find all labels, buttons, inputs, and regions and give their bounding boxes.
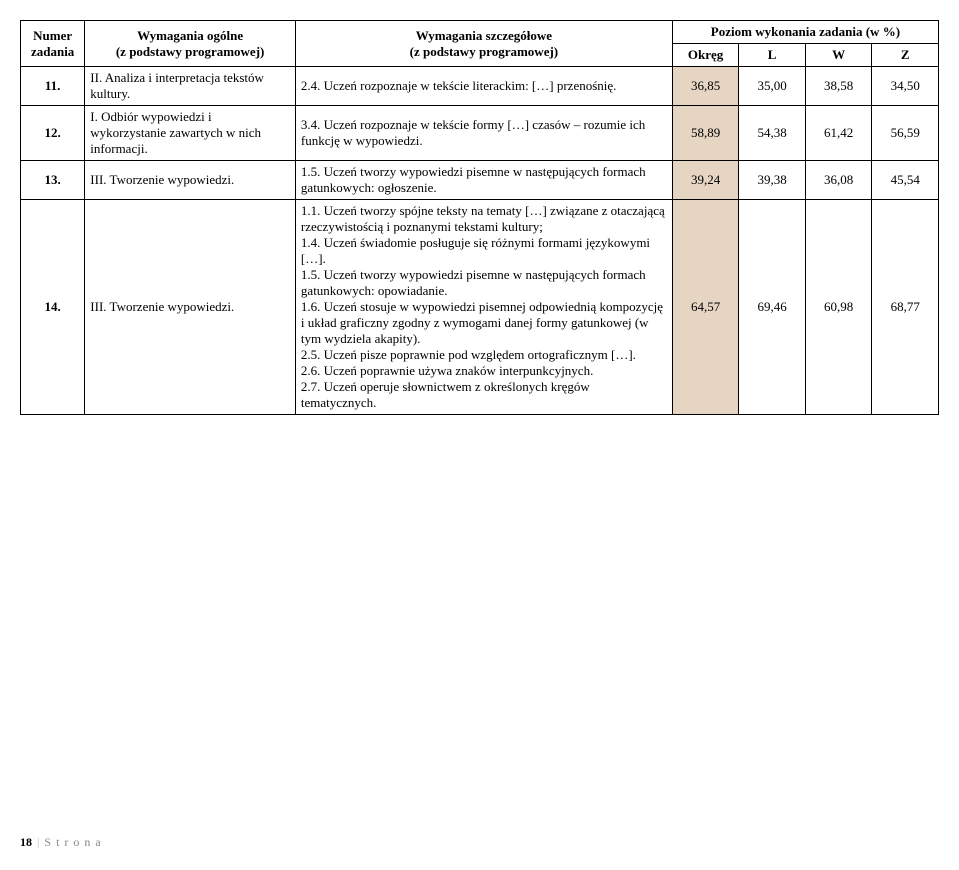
subheader-l: L xyxy=(739,44,806,67)
cell-det: 1.1. Uczeń tworzy spójne teksty na temat… xyxy=(295,200,672,415)
cell-l: 69,46 xyxy=(739,200,806,415)
header-poziom: Poziom wykonania zadania (w %) xyxy=(672,21,938,44)
cell-okreg: 64,57 xyxy=(672,200,739,415)
cell-num: 14. xyxy=(21,200,85,415)
header-ogolne: Wymagania ogólne (z podstawy programowej… xyxy=(85,21,296,67)
cell-z: 68,77 xyxy=(872,200,939,415)
header-ogolne-l2: (z podstawy programowej) xyxy=(116,44,265,59)
cell-det: 2.4. Uczeń rozpoznaje w tekście literack… xyxy=(295,67,672,106)
subheader-z: Z xyxy=(872,44,939,67)
cell-l: 39,38 xyxy=(739,161,806,200)
header-szczeg: Wymagania szczegółowe (z podstawy progra… xyxy=(295,21,672,67)
page-footer: 18 | S t r o n a xyxy=(20,835,939,850)
table-row: 13. III. Tworzenie wypowiedzi. 1.5. Ucze… xyxy=(21,161,939,200)
cell-gen: II. Analiza i interpretacja tekstów kult… xyxy=(85,67,296,106)
cell-z: 56,59 xyxy=(872,106,939,161)
cell-okreg: 36,85 xyxy=(672,67,739,106)
cell-w: 36,08 xyxy=(805,161,872,200)
det-line: 2.6. Uczeń poprawnie używa znaków interp… xyxy=(301,363,667,379)
footer-page: 18 xyxy=(20,835,32,849)
footer-divider: | xyxy=(35,835,41,849)
det-line: 1.1. Uczeń tworzy spójne teksty na temat… xyxy=(301,203,667,235)
header-ogolne-l1: Wymagania ogólne xyxy=(137,28,243,43)
cell-gen: III. Tworzenie wypowiedzi. xyxy=(85,161,296,200)
cell-z: 45,54 xyxy=(872,161,939,200)
table-row: 11. II. Analiza i interpretacja tekstów … xyxy=(21,67,939,106)
det-line: 1.4. Uczeń świadomie posługuje się różny… xyxy=(301,235,667,267)
header-szczeg-l2: (z podstawy programowej) xyxy=(410,44,559,59)
det-line: 1.5. Uczeń tworzy wypowiedzi pisemne w n… xyxy=(301,267,667,299)
cell-num: 13. xyxy=(21,161,85,200)
requirements-table: Numer zadania Wymagania ogólne (z podsta… xyxy=(20,20,939,415)
det-line: 2.7. Uczeń operuje słownictwem z określo… xyxy=(301,379,667,411)
subheader-w: W xyxy=(805,44,872,67)
det-line: 2.5. Uczeń pisze poprawnie pod względem … xyxy=(301,347,667,363)
header-numer-l2: zadania xyxy=(31,44,74,59)
table-row: 12. I. Odbiór wypowiedzi i wykorzystanie… xyxy=(21,106,939,161)
subheader-okreg: Okręg xyxy=(672,44,739,67)
cell-l: 35,00 xyxy=(739,67,806,106)
cell-okreg: 58,89 xyxy=(672,106,739,161)
cell-w: 38,58 xyxy=(805,67,872,106)
cell-w: 61,42 xyxy=(805,106,872,161)
cell-num: 12. xyxy=(21,106,85,161)
cell-det: 3.4. Uczeń rozpoznaje w tekście formy […… xyxy=(295,106,672,161)
cell-z: 34,50 xyxy=(872,67,939,106)
cell-gen: I. Odbiór wypowiedzi i wykorzystanie zaw… xyxy=(85,106,296,161)
det-line: 1.6. Uczeń stosuje w wypowiedzi pisemnej… xyxy=(301,299,667,347)
header-numer-l1: Numer xyxy=(33,28,72,43)
table-row: 14. III. Tworzenie wypowiedzi. 1.1. Ucze… xyxy=(21,200,939,415)
header-szczeg-l1: Wymagania szczegółowe xyxy=(416,28,552,43)
cell-gen: III. Tworzenie wypowiedzi. xyxy=(85,200,296,415)
cell-w: 60,98 xyxy=(805,200,872,415)
cell-num: 11. xyxy=(21,67,85,106)
cell-l: 54,38 xyxy=(739,106,806,161)
cell-det: 1.5. Uczeń tworzy wypowiedzi pisemne w n… xyxy=(295,161,672,200)
header-numer: Numer zadania xyxy=(21,21,85,67)
cell-okreg: 39,24 xyxy=(672,161,739,200)
footer-label: S t r o n a xyxy=(44,835,101,849)
